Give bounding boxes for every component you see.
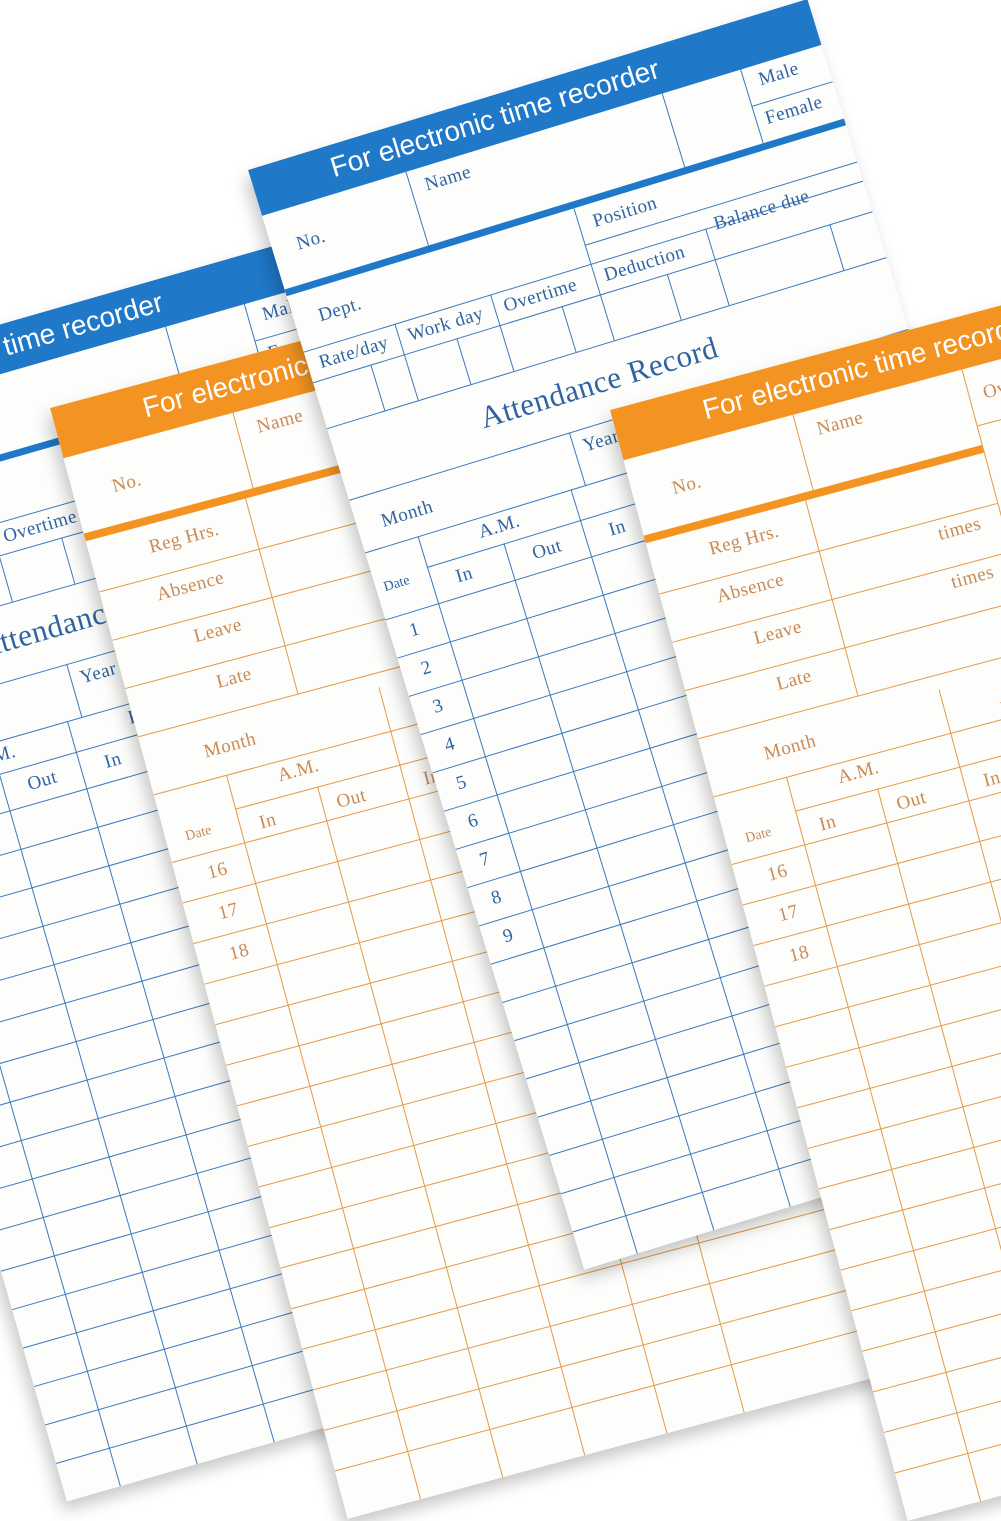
label-date: Date [381, 573, 412, 596]
label-year: Year [77, 658, 120, 689]
date-number: 1 [406, 618, 423, 642]
date-number: 16 [765, 860, 790, 886]
rule-line [840, 1114, 1001, 1271]
rule-line [796, 952, 1001, 1109]
rule-line [705, 228, 730, 306]
rule-line [818, 1033, 1001, 1190]
label-no: No. [293, 225, 329, 255]
rule-line [697, 583, 1001, 740]
label-leave: Leave [191, 614, 245, 648]
label-late: Late [214, 663, 255, 693]
rule-line [0, 773, 201, 1474]
label-month: Month [378, 496, 436, 532]
rule-line [872, 1236, 1001, 1393]
label-am-out: Out [529, 535, 565, 565]
label-date: Date [183, 822, 214, 845]
rule-line [334, 1315, 915, 1472]
date-number: 8 [488, 886, 505, 910]
rule-line [312, 211, 873, 384]
label-am-in: In [453, 562, 476, 588]
date-number: 7 [477, 847, 493, 871]
label-dept: Dept. [315, 293, 365, 327]
rule-line [731, 708, 1001, 865]
rule-line [894, 1317, 1001, 1474]
label-late: Late [774, 665, 815, 695]
rule-line [795, 674, 1001, 812]
rule-line [561, 305, 577, 353]
rule-line [61, 537, 76, 584]
label-reg-hrs: Reg Hrs. [146, 518, 222, 558]
label-reg-hrs: Reg Hrs. [706, 520, 782, 560]
rule-line [573, 208, 592, 264]
date-number: 9 [500, 924, 517, 948]
rule-line [883, 1276, 1001, 1433]
label-female: Female [762, 91, 826, 129]
rule-line [232, 412, 254, 489]
label-male: Male [755, 58, 802, 91]
label-work-day: Work day [405, 302, 487, 346]
rule-line [666, 273, 682, 321]
rule-line [775, 870, 1001, 1028]
date-number: 17 [776, 900, 801, 927]
label-pm-in: In [981, 766, 1001, 792]
label-no: No. [669, 471, 704, 500]
date-number: 16 [205, 858, 230, 884]
rule-line [862, 1195, 1001, 1352]
label-leave: Leave [751, 616, 805, 650]
date-number: 5 [453, 771, 470, 795]
date-number: 18 [226, 939, 252, 965]
label-overtime: Overtime [0, 506, 80, 548]
card-title: For electronic time recorder [326, 53, 663, 183]
label-date: Date [743, 824, 774, 847]
card-header-band: For electronic time recorder [248, 0, 822, 216]
label-no: No. [109, 469, 144, 498]
label-balance-due: Balance due [711, 185, 812, 235]
date-number: 18 [786, 941, 812, 967]
rule-line [877, 788, 1001, 1490]
date-number: 3 [430, 694, 446, 718]
rule-line [785, 776, 984, 1512]
label-overtime: Overtime [501, 274, 580, 317]
date-number: 2 [418, 656, 435, 680]
rule-line [792, 414, 814, 491]
label-month: Month [201, 728, 259, 763]
label-rate-day: Rate/day [316, 332, 392, 374]
rule-line [456, 338, 472, 385]
label-pm-in: In [101, 748, 124, 773]
rule-line [370, 364, 386, 411]
date-number: 17 [216, 898, 241, 925]
rule-line [829, 224, 845, 271]
label-am-in: In [256, 808, 279, 834]
rule-line [785, 911, 1001, 1068]
label-overtime: Overtime [980, 363, 1001, 404]
label-name: Name [254, 405, 306, 438]
label-am-in: In [816, 810, 839, 836]
rule-line [323, 1274, 904, 1431]
label-name: Name [814, 407, 866, 440]
label-am-out: Out [25, 766, 60, 796]
label-pm-in: In [606, 515, 629, 541]
date-number: 4 [441, 733, 458, 757]
date-number: 6 [465, 809, 482, 833]
label-month: Month [761, 730, 819, 765]
rule-line [661, 93, 686, 168]
rule-line [0, 765, 124, 1496]
label-name: Name [422, 161, 474, 196]
